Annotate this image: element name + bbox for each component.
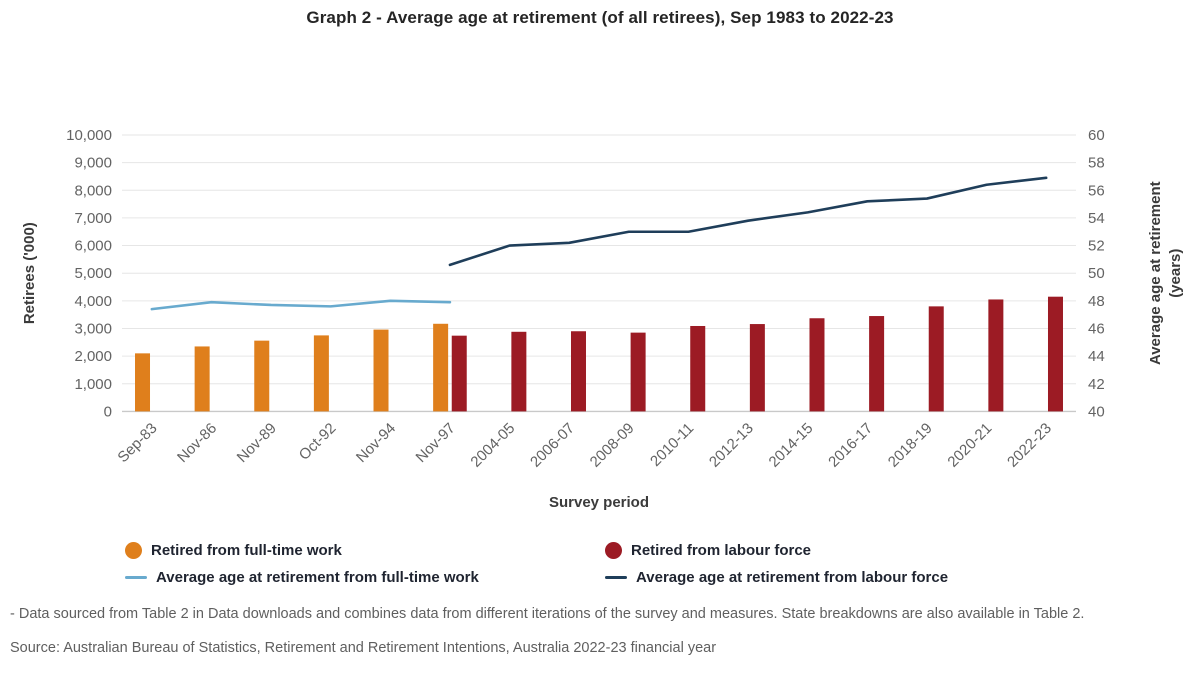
left-axis-tick-label: 7,000 xyxy=(74,210,112,227)
bar-retired-labour-force xyxy=(630,332,646,412)
left-axis-tick-label: 10,000 xyxy=(66,127,112,144)
left-axis-tick-label: 2,000 xyxy=(74,348,112,365)
x-axis-tick-label: 2006-07 xyxy=(527,420,578,471)
right-axis-tick-label: 58 xyxy=(1088,155,1105,172)
legend-label: Retired from full-time work xyxy=(151,541,342,559)
x-axis-tick-label: Sep-83 xyxy=(114,420,160,466)
right-axis-tick-label: 60 xyxy=(1088,127,1105,144)
left-axis-tick-label: 4,000 xyxy=(74,293,112,310)
left-axis-tick-label: 9,000 xyxy=(74,155,112,172)
bar-retired-full-time-work xyxy=(373,329,389,412)
left-axis-tick-label: 1,000 xyxy=(74,376,112,393)
right-axis-title-line1: Average age at retirement xyxy=(1147,181,1164,365)
light-blue-line-swatch-icon xyxy=(125,575,147,579)
bar-retired-labour-force xyxy=(511,331,527,412)
footnotes: - Data sourced from Table 2 in Data down… xyxy=(10,604,1195,673)
x-axis-tick-label: 2016-17 xyxy=(825,420,876,471)
x-axis-tick-label: 2004-05 xyxy=(467,420,518,471)
legend-column-right: Retired from labour force Average age at… xyxy=(605,540,948,587)
bar-retired-labour-force xyxy=(869,316,885,412)
legend-item-avg-age-full-time: Average age at retirement from full-time… xyxy=(125,567,479,587)
bar-retired-labour-force xyxy=(1047,296,1063,412)
bar-retired-labour-force xyxy=(988,299,1004,412)
left-axis-title: Retirees ('000) xyxy=(21,222,38,324)
bar-retired-labour-force xyxy=(690,325,706,412)
dark-red-dot-swatch-icon xyxy=(605,541,622,559)
x-axis-tick-label: Nov-86 xyxy=(174,420,220,466)
x-axis-tick-label: Nov-97 xyxy=(413,420,459,466)
legend-item-retired-labour-force: Retired from labour force xyxy=(605,540,948,560)
bar-retired-full-time-work xyxy=(433,323,449,412)
legend-label: Retired from labour force xyxy=(631,541,812,559)
x-axis-tick-label: 2022-23 xyxy=(1004,420,1055,471)
bar-retired-labour-force xyxy=(928,306,944,412)
line-avg-age-labour-force xyxy=(448,176,1048,267)
bar-retired-full-time-work xyxy=(313,335,329,412)
right-axis-tick-label: 46 xyxy=(1088,320,1105,337)
bar-retired-full-time-work xyxy=(135,353,151,412)
bar-retired-labour-force xyxy=(570,331,586,412)
bar-retired-full-time-work xyxy=(254,340,270,412)
x-axis-tick-label: 2010-11 xyxy=(647,420,697,470)
right-axis-tick-label: 44 xyxy=(1088,348,1105,365)
right-axis-tick-label: 42 xyxy=(1088,376,1105,393)
legend-label: Average age at retirement from full-time… xyxy=(156,568,479,586)
right-axis-tick-label: 54 xyxy=(1088,210,1105,227)
x-axis-title: Survey period xyxy=(549,494,649,511)
line-avg-age-full-time-work xyxy=(150,299,452,311)
right-axis-tick-label: 52 xyxy=(1088,238,1105,255)
bar-retired-labour-force xyxy=(749,324,765,412)
bar-retired-full-time-work xyxy=(194,346,210,412)
left-axis-tick-label: 6,000 xyxy=(74,238,112,255)
bar-retired-labour-force xyxy=(809,318,825,412)
x-axis-tick-label: Oct-92 xyxy=(296,420,340,464)
orange-dot-swatch-icon xyxy=(125,541,142,559)
x-axis-tick-label: 2020-21 xyxy=(944,420,995,471)
right-axis-title-line2: (years) xyxy=(1167,249,1184,298)
legend-item-retired-full-time: Retired from full-time work xyxy=(125,540,479,560)
right-axis-tick-label: 40 xyxy=(1088,403,1105,420)
legend: Retired from full-time work Average age … xyxy=(0,540,1200,595)
x-axis-tick-label: 2012-13 xyxy=(706,420,757,471)
x-axis-tick-label: 2018-19 xyxy=(885,420,936,471)
legend-label: Average age at retirement from labour fo… xyxy=(636,568,949,586)
left-axis-tick-label: 3,000 xyxy=(74,320,112,337)
footnote-source-attribution: Source: Australian Bureau of Statistics,… xyxy=(10,640,717,657)
right-axis-tick-label: 50 xyxy=(1088,265,1105,282)
right-axis-tick-label: 56 xyxy=(1088,182,1105,199)
navy-line-swatch-icon xyxy=(605,575,627,579)
left-axis-tick-label: 0 xyxy=(104,403,112,420)
legend-item-avg-age-labour-force: Average age at retirement from labour fo… xyxy=(605,567,948,587)
x-axis-tick-label: Nov-94 xyxy=(353,420,399,466)
left-axis-tick-label: 8,000 xyxy=(74,182,112,199)
x-axis-tick-label: 2008-09 xyxy=(587,420,638,471)
bar-retired-labour-force xyxy=(451,335,467,412)
legend-column-left: Retired from full-time work Average age … xyxy=(125,540,479,587)
left-axis-tick-label: 5,000 xyxy=(74,265,112,282)
footnote-data-source-note: - Data sourced from Table 2 in Data down… xyxy=(10,606,1085,622)
x-axis-tick-label: Nov-89 xyxy=(234,420,280,466)
x-axis-tick-label: 2014-15 xyxy=(766,420,817,471)
chart-title: Graph 2 - Average age at retirement (of … xyxy=(306,8,894,27)
right-axis-tick-label: 48 xyxy=(1088,293,1105,310)
